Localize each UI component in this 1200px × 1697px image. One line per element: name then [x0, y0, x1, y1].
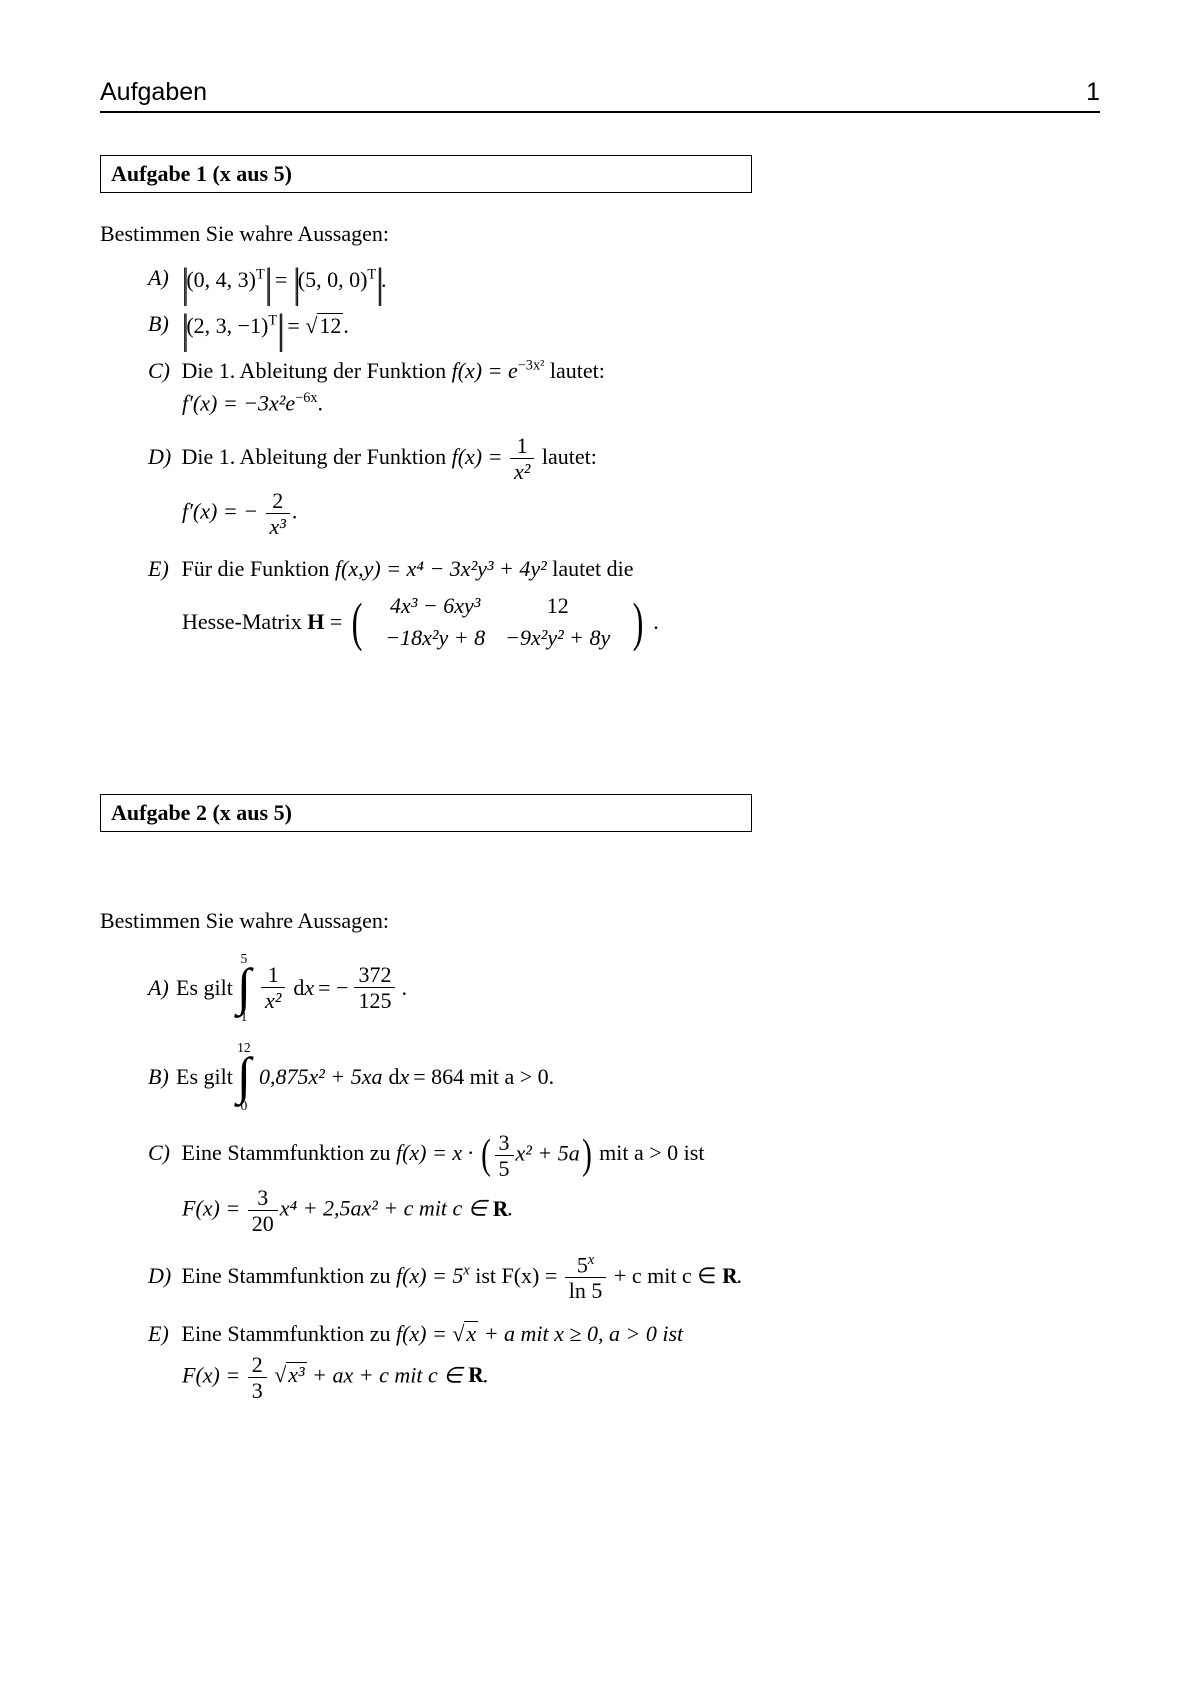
option-label: A) — [148, 975, 176, 1001]
option-label: C) — [148, 1140, 176, 1166]
task1-option-e: E) Für die Funktion f(x,y) = x⁴ − 3x²y³ … — [148, 556, 1100, 656]
option-label: A) — [148, 265, 176, 291]
page-header: Aufgaben 1 — [100, 78, 1100, 113]
option-label: E) — [148, 1321, 176, 1347]
task2-option-c: C) Eine Stammfunktion zu f(x) = x · ( 35… — [148, 1131, 1100, 1235]
task2-option-b: B) Es gilt 12 ∫ 0 0,875x² + 5xa dx = 864… — [148, 1041, 1100, 1112]
task1-option-d: D) Die 1. Ableitung der Funktion f(x) = … — [148, 434, 1100, 538]
task1-label: Aufgabe 1 (x aus 5) — [100, 155, 752, 193]
task2-option-e: E) Eine Stammfunktion zu f(x) = √x + a m… — [148, 1321, 1100, 1402]
header-section: Aufgaben — [100, 78, 207, 107]
task2-prompt: Bestimmen Sie wahre Aussagen: — [100, 908, 1100, 934]
task1-option-b: B) ||(2, 3, −1)T|| = √12. — [148, 311, 1100, 339]
task1-prompt: Bestimmen Sie wahre Aussagen: — [100, 221, 1100, 247]
page-number: 1 — [1086, 78, 1100, 107]
task2-options: A) Es gilt 5 ∫ 1 1x² dx = − 372125. B) E… — [100, 952, 1100, 1402]
page: Aufgaben 1 Aufgabe 1 (x aus 5) Bestimmen… — [0, 0, 1200, 1697]
task1-options: A) ||(0, 4, 3)T|| = ||(5, 0, 0)T||. B) |… — [100, 265, 1100, 656]
hesse-matrix: ( 4x³ − 6xy³12 −18x²y + 8−9x²y² + 8y ) — [348, 588, 647, 656]
option-label: C) — [148, 358, 176, 384]
option-label: D) — [148, 444, 176, 470]
integral-icon: 5 ∫ 1 — [237, 952, 251, 1023]
option-label: B) — [148, 1064, 176, 1090]
task1-option-a: A) ||(0, 4, 3)T|| = ||(5, 0, 0)T||. — [148, 265, 1100, 293]
task2-option-a: A) Es gilt 5 ∫ 1 1x² dx = − 372125. — [148, 952, 1100, 1023]
task2-option-d: D) Eine Stammfunktion zu f(x) = 5x ist F… — [148, 1253, 1100, 1303]
task1-option-c: C) Die 1. Ableitung der Funktion f(x) = … — [148, 357, 1100, 416]
option-label: E) — [148, 556, 176, 582]
task2-label: Aufgabe 2 (x aus 5) — [100, 794, 752, 832]
option-label: B) — [148, 311, 176, 337]
option-label: D) — [148, 1263, 176, 1289]
integral-icon: 12 ∫ 0 — [237, 1041, 251, 1112]
